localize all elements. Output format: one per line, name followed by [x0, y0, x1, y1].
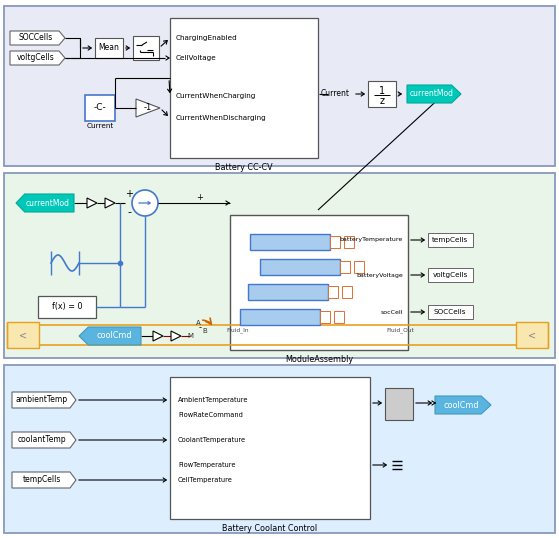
Bar	[38, 296, 96, 318]
Text: <: <	[528, 330, 536, 340]
Text: SOCCells: SOCCells	[434, 309, 466, 315]
Text: SOCCells: SOCCells	[18, 33, 53, 43]
Bar	[240, 309, 320, 325]
Polygon shape	[10, 51, 65, 65]
Polygon shape	[435, 396, 491, 414]
Bar	[7, 322, 39, 348]
Bar	[85, 95, 115, 121]
Text: Mean: Mean	[98, 44, 120, 53]
Polygon shape	[428, 233, 473, 247]
Bar	[342, 286, 352, 298]
Text: A: A	[196, 320, 200, 326]
Polygon shape	[10, 31, 65, 45]
Polygon shape	[428, 305, 473, 319]
Text: Battery CC-CV: Battery CC-CV	[215, 163, 273, 172]
Bar	[248, 284, 328, 300]
Text: -1: -1	[144, 103, 152, 112]
Polygon shape	[153, 331, 163, 341]
Text: -: -	[198, 323, 201, 332]
Text: batteryVoltage: batteryVoltage	[356, 273, 403, 278]
Text: f(x) = 0: f(x) = 0	[52, 302, 82, 312]
Bar	[4, 173, 555, 358]
Text: FlowTemperature: FlowTemperature	[178, 462, 235, 468]
Text: ModuleAssembly: ModuleAssembly	[285, 355, 353, 364]
Bar	[340, 261, 350, 273]
Text: B: B	[202, 328, 207, 334]
Text: ChargingEnabled: ChargingEnabled	[176, 35, 238, 41]
Text: CoolantTemperature: CoolantTemperature	[178, 437, 246, 443]
Text: currentMod: currentMod	[26, 199, 70, 208]
Text: batteryTemperature: batteryTemperature	[340, 237, 403, 243]
Text: FlowRateCommand: FlowRateCommand	[178, 412, 243, 418]
Text: coolCmd: coolCmd	[443, 400, 479, 409]
Bar	[133, 36, 159, 60]
Bar	[354, 261, 364, 273]
Bar	[330, 236, 340, 248]
Text: CellTemperature: CellTemperature	[178, 477, 233, 483]
Text: -C-: -C-	[93, 103, 106, 111]
Text: -: -	[127, 207, 131, 217]
Bar	[344, 236, 354, 248]
Bar	[4, 6, 555, 166]
Polygon shape	[16, 194, 74, 212]
Polygon shape	[12, 432, 76, 448]
Text: CurrentWhenDischarging: CurrentWhenDischarging	[176, 115, 267, 121]
Bar	[95, 38, 123, 58]
Bar	[320, 311, 330, 323]
Bar	[4, 365, 555, 533]
Text: 1: 1	[379, 86, 385, 96]
Bar	[260, 259, 340, 275]
Polygon shape	[407, 85, 461, 103]
Text: AmbientTemperature: AmbientTemperature	[178, 397, 249, 403]
Bar	[385, 388, 413, 420]
Text: CurrentWhenCharging: CurrentWhenCharging	[176, 93, 257, 99]
Text: voltgCells: voltgCells	[17, 53, 54, 62]
Polygon shape	[79, 327, 141, 345]
Text: tempCells: tempCells	[432, 237, 468, 243]
Polygon shape	[171, 331, 181, 341]
Text: Current: Current	[320, 89, 349, 98]
Bar	[328, 286, 338, 298]
Text: z: z	[380, 96, 385, 106]
Text: currentMod: currentMod	[410, 89, 454, 98]
Text: +: +	[125, 189, 133, 199]
Text: M: M	[187, 333, 193, 339]
Polygon shape	[87, 198, 97, 208]
Bar	[516, 322, 548, 348]
Bar	[230, 215, 408, 350]
Bar	[368, 81, 396, 107]
Polygon shape	[12, 392, 76, 408]
Bar	[250, 234, 330, 250]
Text: Current: Current	[87, 123, 113, 129]
Bar	[334, 311, 344, 323]
Polygon shape	[12, 472, 76, 488]
Text: <: <	[19, 330, 27, 340]
Circle shape	[132, 190, 158, 216]
Text: Fluid_In: Fluid_In	[227, 327, 249, 333]
Text: Fluid_Out: Fluid_Out	[386, 327, 414, 333]
Text: ambientTemp: ambientTemp	[16, 395, 68, 405]
Polygon shape	[136, 99, 160, 117]
Text: CellVoltage: CellVoltage	[176, 55, 217, 61]
Polygon shape	[428, 268, 473, 282]
Text: voltgCells: voltgCells	[432, 272, 468, 278]
Text: socCell: socCell	[381, 309, 403, 315]
Polygon shape	[105, 198, 115, 208]
Bar	[170, 18, 318, 158]
Text: +: +	[197, 193, 203, 202]
Text: Battery Coolant Control: Battery Coolant Control	[222, 524, 318, 533]
Bar	[170, 377, 370, 519]
Text: coolCmd: coolCmd	[96, 331, 132, 341]
Text: coolantTemp: coolantTemp	[18, 435, 67, 444]
Text: tempCells: tempCells	[23, 476, 61, 485]
